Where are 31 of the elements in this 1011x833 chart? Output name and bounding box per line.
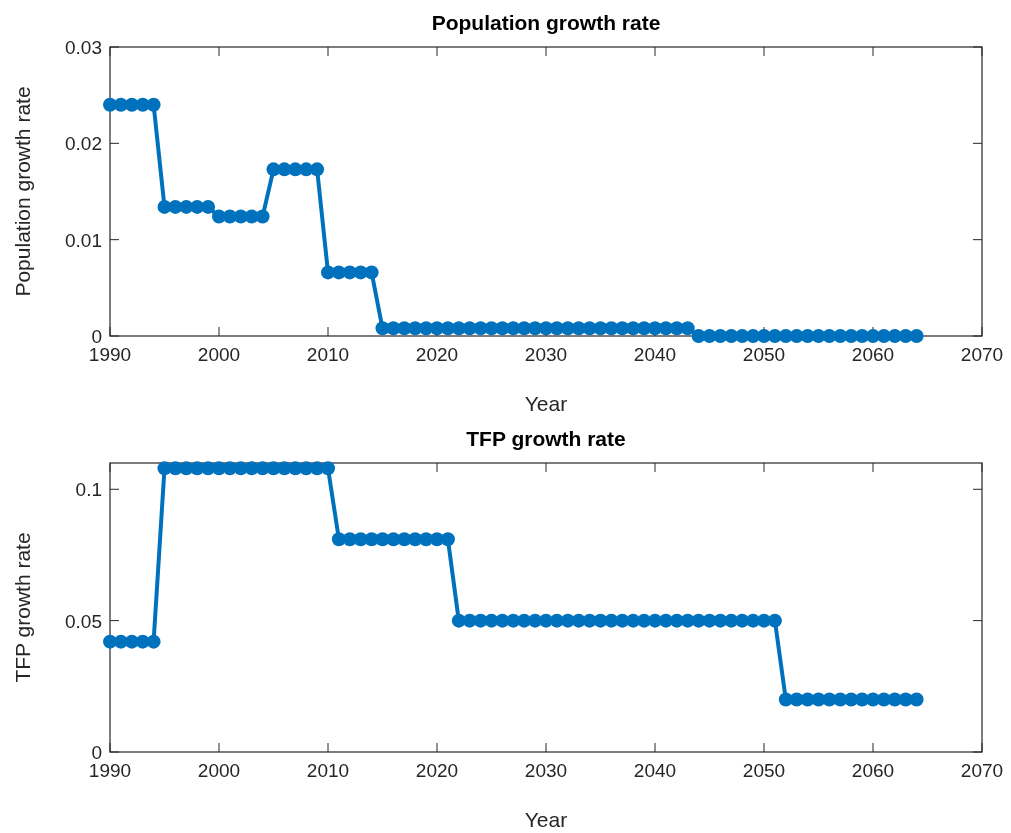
y-tick-label: 0.01 [65, 229, 102, 251]
x-tick-label: 2050 [742, 344, 786, 365]
x-tick-label: 2060 [851, 344, 895, 365]
y-axis-title: TFP growth rate [11, 532, 34, 683]
x-tick-label: 2040 [633, 344, 677, 365]
chart-title: Population growth rate [431, 11, 661, 34]
x-tick-label: 2050 [742, 760, 786, 781]
x-tick-label: 2010 [306, 760, 350, 781]
y-tick-label: 0.05 [65, 610, 102, 632]
y-tick-label: 0 [91, 326, 102, 347]
x-tick-label: 2040 [633, 760, 677, 781]
y-tick-label: 0.02 [65, 133, 102, 155]
x-tick-label: 2020 [415, 344, 459, 365]
y-tick-label: 0.1 [75, 479, 102, 501]
x-tick-label: 2020 [415, 760, 459, 781]
x-tick-label: 2060 [851, 760, 895, 781]
x-tick-label: 2030 [524, 344, 568, 365]
x-tick-label: 2010 [306, 344, 350, 365]
x-tick-label: 2030 [524, 760, 568, 781]
x-axis-title: Year [524, 808, 568, 831]
x-tick-label: 2070 [960, 760, 1004, 781]
x-tick-label: 2070 [960, 344, 1004, 365]
x-axis-title: Year [524, 392, 568, 415]
y-tick-label: 0.03 [65, 37, 102, 58]
x-tick-label: 2000 [197, 344, 241, 365]
x-tick-label: 1990 [88, 760, 132, 781]
x-tick-label: 1990 [88, 344, 132, 365]
y-tick-label: 0 [91, 742, 102, 763]
x-tick-label: 2000 [197, 760, 241, 781]
chart-title: TFP growth rate [466, 427, 626, 450]
y-axis-title: Population growth rate [11, 86, 34, 297]
